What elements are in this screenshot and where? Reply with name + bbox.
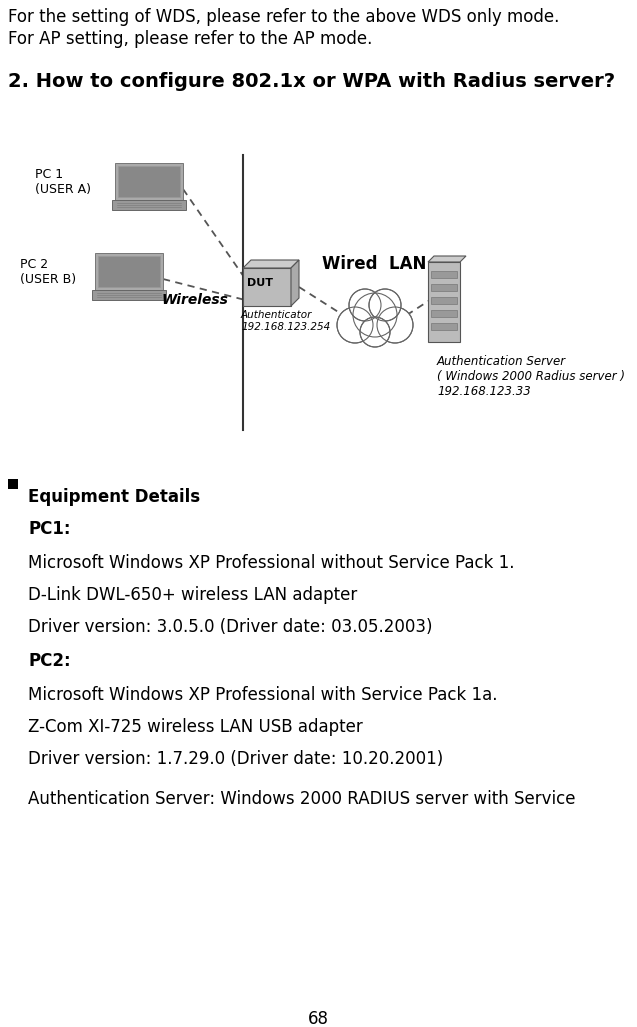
FancyBboxPatch shape (92, 291, 166, 300)
Text: Authentication Server: Windows 2000 RADIUS server with Service: Authentication Server: Windows 2000 RADI… (28, 790, 575, 808)
Text: For AP setting, please refer to the AP mode.: For AP setting, please refer to the AP m… (8, 30, 373, 48)
FancyBboxPatch shape (431, 271, 457, 278)
Circle shape (349, 289, 381, 321)
Text: Microsoft Windows XP Professional with Service Pack 1a.: Microsoft Windows XP Professional with S… (28, 686, 497, 703)
Text: Microsoft Windows XP Professional without Service Pack 1.: Microsoft Windows XP Professional withou… (28, 554, 515, 572)
Text: PC1:: PC1: (28, 520, 71, 538)
Text: Driver version: 1.7.29.0 (Driver date: 10.20.2001): Driver version: 1.7.29.0 (Driver date: 1… (28, 750, 443, 768)
Text: Equipment Details: Equipment Details (28, 488, 200, 506)
FancyBboxPatch shape (112, 200, 186, 210)
Text: Wireless: Wireless (162, 293, 229, 307)
Text: 68: 68 (308, 1010, 329, 1027)
FancyBboxPatch shape (243, 268, 291, 306)
Text: PC 2
(USER B): PC 2 (USER B) (20, 258, 76, 286)
Polygon shape (291, 260, 299, 306)
Circle shape (337, 307, 373, 343)
FancyBboxPatch shape (431, 310, 457, 317)
Polygon shape (428, 256, 466, 262)
Circle shape (353, 293, 397, 337)
Text: 2. How to configure 802.1x or WPA with Radius server?: 2. How to configure 802.1x or WPA with R… (8, 72, 615, 91)
Circle shape (377, 307, 413, 343)
FancyBboxPatch shape (431, 297, 457, 304)
Text: Authentication Server
( Windows 2000 Radius server )
192.168.123.33: Authentication Server ( Windows 2000 Rad… (437, 355, 625, 398)
Text: PC2:: PC2: (28, 652, 71, 670)
Text: For the setting of WDS, please refer to the above WDS only mode.: For the setting of WDS, please refer to … (8, 8, 559, 26)
FancyBboxPatch shape (431, 284, 457, 291)
FancyBboxPatch shape (95, 253, 163, 291)
FancyBboxPatch shape (115, 163, 183, 200)
Text: Wired  LAN: Wired LAN (322, 255, 426, 273)
FancyBboxPatch shape (8, 479, 18, 489)
Text: Authenticator
192.168.123.254: Authenticator 192.168.123.254 (241, 310, 330, 332)
FancyBboxPatch shape (98, 256, 160, 288)
FancyBboxPatch shape (118, 166, 180, 197)
Circle shape (360, 317, 390, 347)
Text: D-Link DWL-650+ wireless LAN adapter: D-Link DWL-650+ wireless LAN adapter (28, 586, 357, 604)
Text: DUT: DUT (247, 278, 273, 288)
Text: PC 1
(USER A): PC 1 (USER A) (35, 168, 91, 196)
Polygon shape (243, 260, 299, 268)
Circle shape (369, 289, 401, 321)
Text: Driver version: 3.0.5.0 (Driver date: 03.05.2003): Driver version: 3.0.5.0 (Driver date: 03… (28, 618, 433, 636)
FancyBboxPatch shape (431, 324, 457, 330)
Text: Z-Com XI-725 wireless LAN USB adapter: Z-Com XI-725 wireless LAN USB adapter (28, 718, 362, 736)
FancyBboxPatch shape (428, 262, 460, 342)
